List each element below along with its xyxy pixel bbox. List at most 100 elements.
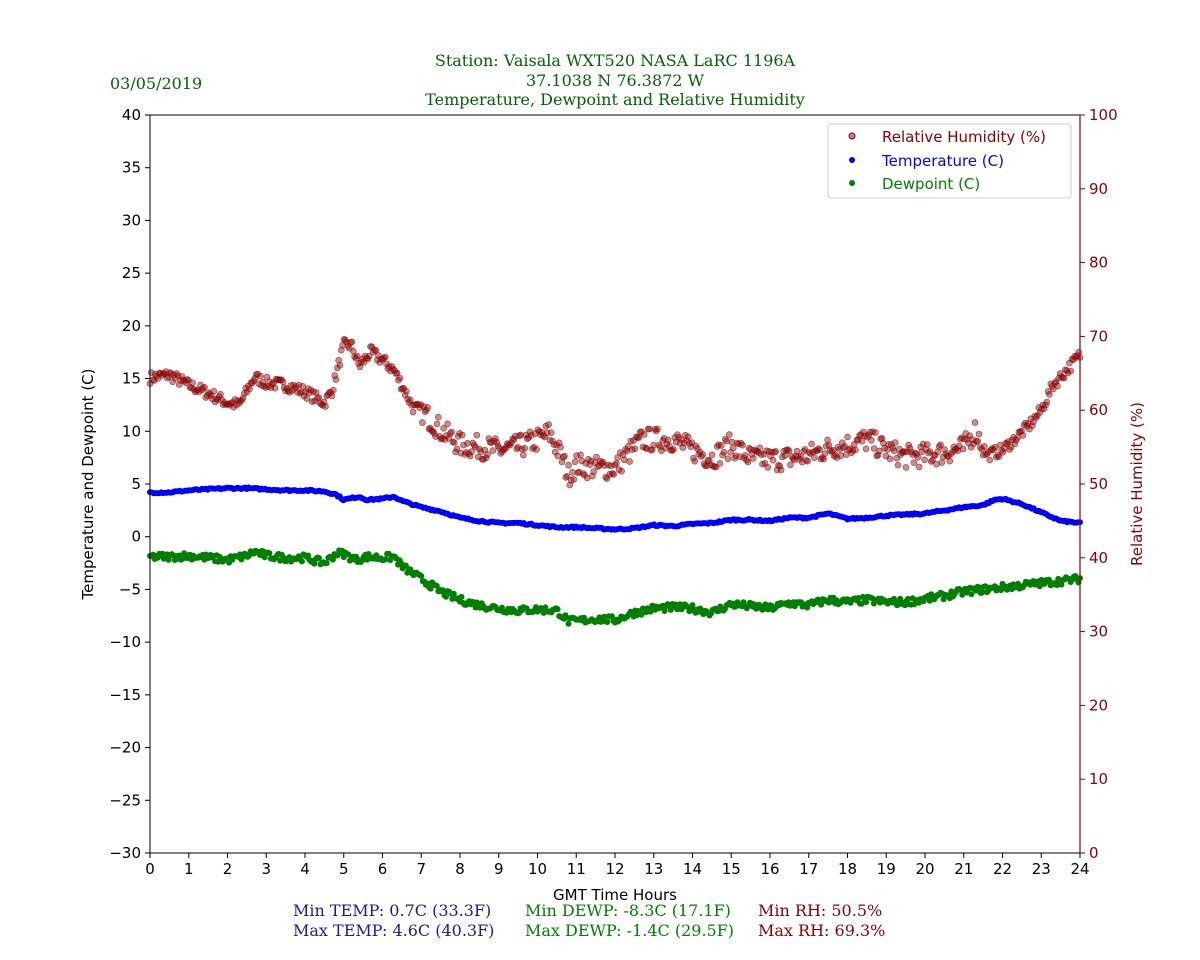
rh-point (852, 446, 859, 454)
rh-point (182, 379, 190, 387)
rh-point (862, 445, 870, 453)
rh-point (578, 457, 586, 465)
rh-point (785, 447, 793, 455)
rh-point (643, 445, 651, 452)
rh-point (777, 466, 785, 474)
y-tick-label: 25 (122, 264, 141, 282)
rh-point (420, 403, 428, 410)
rh-point (493, 439, 501, 446)
rh-point (880, 439, 887, 447)
rh-point (464, 439, 471, 447)
dewp-point (979, 589, 986, 596)
rh-point (894, 461, 902, 469)
rh-point (246, 385, 253, 393)
dewp-point (323, 560, 330, 567)
title-line-2: 37.1038 N 76.3872 W (526, 71, 705, 90)
dewp-point (904, 595, 911, 602)
rh-point (444, 420, 451, 428)
y-tick-label: −20 (109, 739, 141, 757)
rh-point (857, 431, 865, 438)
rh-point (610, 470, 618, 478)
rh-point (870, 445, 878, 452)
rh-point (931, 451, 939, 459)
rh-point (763, 447, 770, 455)
x-tick-label: 1 (184, 860, 194, 878)
dewp-point (311, 560, 318, 567)
dewp-point (661, 608, 668, 614)
rh-point (918, 448, 926, 456)
rh-point (1060, 374, 1068, 382)
rh-point (407, 396, 414, 404)
y2-tick-label: 80 (1089, 254, 1108, 272)
y-tick-label: 35 (122, 159, 141, 177)
rh-point (735, 440, 742, 448)
rh-point (664, 436, 672, 444)
rh-point (937, 441, 944, 449)
dewp-point (418, 573, 425, 579)
y2-tick-label: 100 (1089, 106, 1118, 124)
rh-point (242, 384, 249, 392)
dewp-point (926, 597, 933, 604)
dewp-point (818, 601, 825, 608)
x-tick-label: 17 (799, 860, 818, 878)
rh-point (844, 433, 851, 441)
rh-point (403, 388, 410, 395)
rh-point (353, 352, 361, 360)
min-rh-stat: Min RH: 50.5% (758, 901, 882, 920)
rh-point (605, 461, 612, 469)
rh-point (986, 456, 994, 464)
rh-point (612, 459, 620, 467)
y2-tick-label: 20 (1089, 696, 1108, 714)
rh-point (569, 468, 576, 476)
dewp-series (147, 547, 1083, 627)
rh-point (980, 443, 988, 450)
x-tick-label: 19 (877, 860, 896, 878)
rh-point (1054, 382, 1061, 390)
rh-point (458, 431, 466, 439)
rh-point (821, 450, 829, 457)
rh-point (440, 424, 447, 432)
rh-point (1040, 405, 1048, 413)
rh-point (514, 444, 522, 451)
x-tick-label: 3 (261, 860, 271, 878)
dewp-point (458, 593, 465, 600)
dewp-point (554, 606, 561, 613)
rh-point (545, 421, 552, 428)
y-tick-label: −15 (109, 686, 141, 704)
min-temp-stat: Min TEMP: 0.7C (33.3F) (293, 901, 491, 920)
dewp-point (345, 551, 352, 558)
rh-point (640, 431, 648, 438)
rh-point (547, 429, 555, 437)
rh-point (878, 435, 886, 442)
rh-point (303, 395, 311, 402)
dewp-point (1036, 583, 1043, 590)
rh-point (1004, 438, 1012, 445)
rh-point (736, 453, 744, 461)
rh-point (393, 369, 401, 377)
min-dewp-stat: Min DEWP: -8.3C (17.1F) (525, 901, 731, 920)
rh-point (271, 384, 279, 392)
rh-point (381, 353, 389, 361)
rh-point (356, 363, 364, 371)
dewp-point (565, 620, 572, 627)
rh-point (838, 439, 846, 447)
rh-point (531, 430, 539, 437)
rh-point (963, 435, 971, 443)
dewp-point (316, 555, 322, 561)
dewp-point (804, 604, 811, 611)
rh-point (670, 446, 677, 453)
rh-point (776, 462, 784, 470)
rh-point (489, 447, 497, 454)
dewp-point (474, 599, 480, 606)
rh-point (946, 457, 954, 465)
dewp-point (427, 585, 434, 592)
rh-point (876, 447, 883, 455)
rh-point (660, 434, 668, 442)
rh-point (331, 372, 339, 379)
rh-point (533, 446, 540, 453)
rh-point (769, 456, 777, 464)
rh-point (419, 419, 426, 426)
rh-point (902, 464, 910, 471)
rh-point (441, 436, 449, 443)
